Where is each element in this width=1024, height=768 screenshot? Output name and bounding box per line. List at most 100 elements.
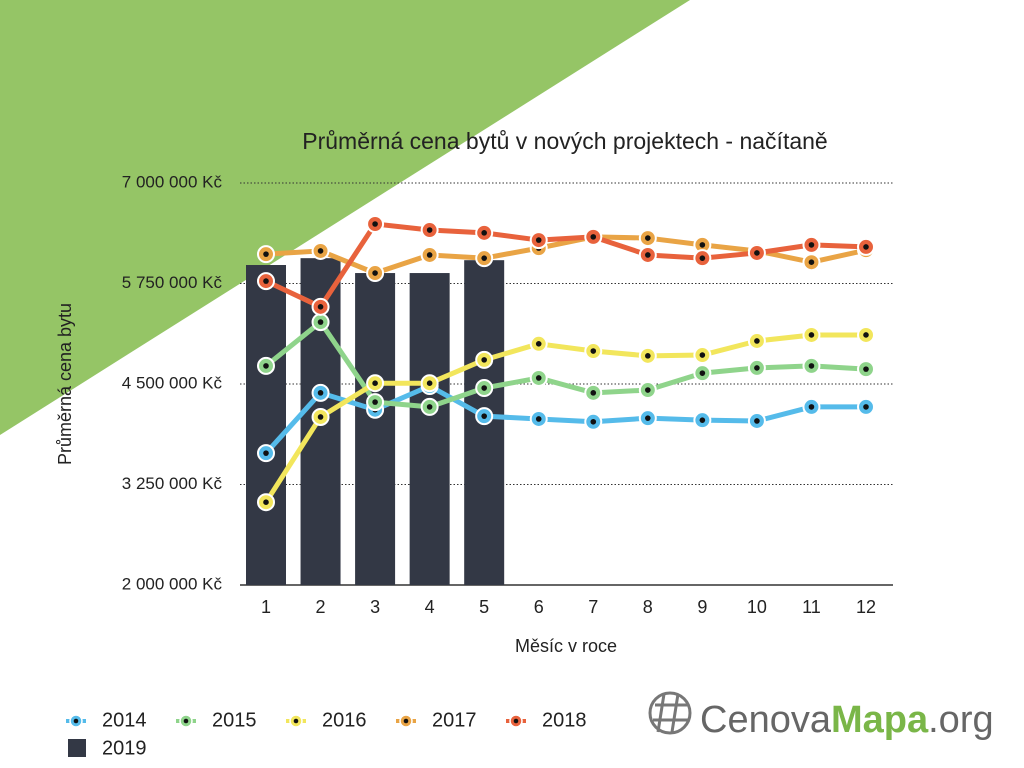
bar — [355, 273, 396, 585]
point-dot — [754, 250, 760, 256]
point-dot — [590, 390, 597, 396]
logo-part: .org — [928, 699, 993, 741]
legend-label: 2015 — [212, 709, 257, 731]
point-dot — [372, 399, 378, 405]
background-shape — [0, 0, 690, 435]
point-dot — [645, 387, 651, 393]
y-tick-label: 5 750 000 Kč — [122, 273, 223, 292]
point-dot — [263, 278, 269, 284]
x-tick-label: 9 — [697, 597, 707, 617]
point-dot — [481, 255, 487, 261]
x-tick-label: 11 — [802, 597, 821, 617]
point-dot — [699, 417, 706, 423]
point-dot — [590, 234, 597, 240]
point-dot — [808, 363, 815, 369]
logo-icon-grid — [653, 693, 688, 733]
point-dot — [535, 237, 542, 243]
point-dot — [426, 404, 433, 410]
x-tick-label: 2 — [316, 597, 326, 617]
point-dot — [481, 230, 487, 236]
point-dot — [808, 242, 815, 248]
legend-marker-dot — [183, 718, 189, 724]
x-tick-label: 4 — [425, 597, 435, 617]
legend-marker-dot — [293, 718, 299, 724]
point-dot — [426, 252, 433, 258]
point-dot — [808, 404, 815, 410]
bar — [246, 265, 286, 585]
point-dot — [535, 341, 542, 347]
point-dot — [863, 404, 869, 410]
point-dot — [754, 365, 760, 371]
logo-text: CenovaMapa.org — [700, 699, 994, 741]
point-dot — [699, 370, 706, 376]
point-dot — [372, 380, 378, 386]
point-dot — [699, 242, 706, 248]
point-dot — [317, 390, 324, 396]
point-dot — [754, 338, 760, 344]
point-dot — [263, 499, 269, 505]
x-tick-label: 12 — [856, 597, 876, 617]
point-dot — [481, 385, 487, 391]
point-dot — [372, 221, 378, 227]
bar — [409, 273, 450, 585]
line — [264, 221, 867, 310]
legend-label: 2018 — [542, 709, 587, 731]
point-dot — [863, 244, 869, 250]
chart-title: Průměrná cena bytů v nových projektech -… — [302, 128, 827, 154]
y-axis-title: Průměrná cena bytu — [55, 303, 75, 465]
line — [263, 332, 866, 504]
point-dot — [808, 259, 815, 265]
point-dot — [263, 450, 269, 456]
point-dot — [808, 332, 815, 338]
point-dot — [481, 413, 487, 419]
y-tick-label: 2 000 000 Kč — [122, 574, 223, 593]
x-tick-label: 5 — [479, 597, 489, 617]
point-dot — [372, 270, 378, 276]
point-dot — [699, 352, 706, 358]
point-dot — [535, 416, 542, 422]
x-tick-label: 8 — [643, 597, 653, 617]
y-tick-label: 4 500 000 Kč — [122, 373, 223, 392]
point-dot — [863, 332, 869, 338]
legend-swatch — [68, 739, 86, 757]
point-dot — [754, 418, 760, 424]
logo-part: Cenova — [700, 699, 832, 741]
x-tick-label: 1 — [261, 597, 271, 617]
x-tick-label: 3 — [370, 597, 380, 617]
x-tick-label: 6 — [534, 597, 544, 617]
point-dot — [699, 255, 706, 261]
point-dot — [645, 235, 651, 241]
line — [264, 383, 866, 455]
x-tick-label: 7 — [588, 597, 598, 617]
point-dot — [481, 357, 487, 363]
logo: CenovaMapa.org — [648, 691, 994, 741]
point-dot — [590, 348, 597, 354]
point-dot — [263, 251, 269, 257]
point-dot — [426, 380, 433, 386]
point-dot — [645, 415, 651, 421]
y-tick-label: 3 250 000 Kč — [122, 474, 223, 493]
point-dot — [263, 363, 269, 369]
point-dot — [317, 414, 324, 420]
logo-icon — [648, 691, 692, 735]
point-dot — [645, 252, 651, 258]
point-dot — [645, 353, 651, 359]
x-axis-title: Měsíc v roce — [515, 636, 617, 656]
legend-label: 2014 — [102, 709, 147, 731]
legend-label: 2019 — [102, 737, 147, 759]
legend-marker-dot — [513, 718, 519, 724]
logo-part: Mapa — [831, 699, 929, 741]
x-tick-label: 10 — [747, 597, 767, 617]
point-dot — [317, 319, 324, 325]
point-dot — [317, 248, 324, 254]
legend-marker-dot — [403, 718, 409, 724]
point-dot — [317, 304, 324, 310]
point-dot — [535, 375, 542, 381]
point-dot — [863, 366, 869, 372]
point-dot — [590, 418, 597, 425]
point-dot — [426, 227, 433, 233]
y-tick-label: 7 000 000 Kč — [122, 172, 223, 191]
legend-marker-dot — [73, 718, 79, 724]
legend-label: 2016 — [322, 709, 367, 731]
